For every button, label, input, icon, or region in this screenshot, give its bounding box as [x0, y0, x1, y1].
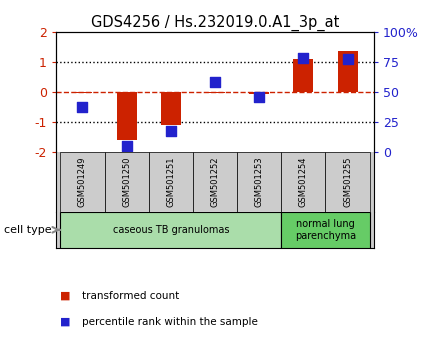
Bar	[104, 152, 149, 212]
Text: percentile rank within the sample: percentile rank within the sample	[82, 317, 258, 327]
Point	[300, 56, 307, 61]
Bar	[161, 92, 181, 125]
Text: GSM501252: GSM501252	[211, 156, 219, 207]
Point	[167, 129, 174, 134]
Bar	[117, 92, 137, 140]
Bar	[281, 152, 326, 212]
Bar	[149, 152, 193, 212]
Bar	[193, 152, 237, 212]
Text: transformed count: transformed count	[82, 291, 179, 301]
Text: cell type: cell type	[4, 225, 52, 235]
Text: GSM501251: GSM501251	[166, 156, 175, 207]
Bar	[326, 152, 370, 212]
Text: ■: ■	[60, 291, 71, 301]
Text: GSM501249: GSM501249	[78, 156, 87, 207]
Text: normal lung
parenchyma: normal lung parenchyma	[295, 219, 356, 241]
Bar	[293, 59, 313, 92]
Bar	[338, 51, 357, 92]
Bar	[237, 152, 281, 212]
Point	[344, 57, 351, 62]
Title: GDS4256 / Hs.232019.0.A1_3p_at: GDS4256 / Hs.232019.0.A1_3p_at	[91, 14, 339, 30]
Point	[79, 105, 86, 110]
Text: GSM501254: GSM501254	[299, 156, 308, 207]
Bar	[60, 152, 104, 212]
Text: GSM501255: GSM501255	[343, 156, 352, 207]
Point	[212, 79, 218, 85]
Text: ■: ■	[60, 317, 71, 327]
Bar	[205, 92, 225, 93]
Bar	[73, 92, 92, 93]
Text: caseous TB granulomas: caseous TB granulomas	[113, 225, 229, 235]
Point	[256, 94, 263, 99]
Text: GSM501253: GSM501253	[255, 156, 264, 207]
Bar	[249, 92, 269, 94]
Bar	[281, 212, 370, 248]
Point	[123, 143, 130, 149]
Bar	[60, 212, 281, 248]
Text: GSM501250: GSM501250	[122, 156, 131, 207]
